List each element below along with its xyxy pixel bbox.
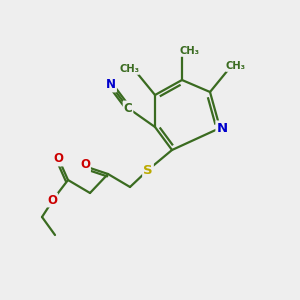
Text: O: O (53, 152, 63, 166)
Text: CH₃: CH₃ (180, 46, 200, 56)
Text: CH₃: CH₃ (226, 61, 246, 71)
Text: S: S (143, 164, 153, 176)
Text: O: O (80, 158, 90, 172)
Text: N: N (106, 79, 116, 92)
Text: O: O (47, 194, 57, 206)
Text: C: C (124, 101, 132, 115)
Text: N: N (216, 122, 228, 134)
Text: CH₃: CH₃ (119, 64, 139, 74)
